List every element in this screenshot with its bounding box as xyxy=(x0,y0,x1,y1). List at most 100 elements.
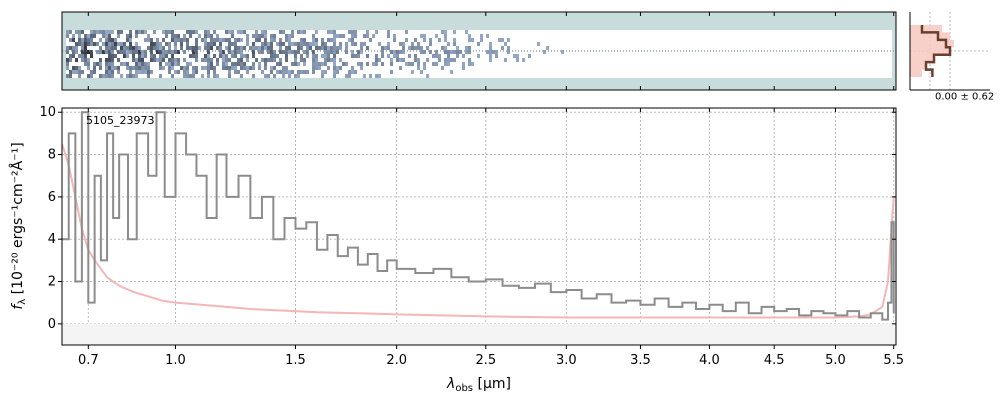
spectrum-2d-pixel xyxy=(105,70,108,74)
spectrum-2d-pixel xyxy=(111,54,114,58)
spectrum-2d-pixel xyxy=(354,30,357,34)
spectrum-2d-pixel xyxy=(183,66,186,70)
spectrum-2d-pixel xyxy=(90,30,93,34)
spectrum-2d-pixel xyxy=(234,38,237,42)
spectrum-2d-pixel xyxy=(300,54,303,58)
spectrum-2d-pixel xyxy=(339,34,342,38)
spectrum-2d-pixel xyxy=(75,70,78,74)
spectrum-2d-pixel xyxy=(99,74,102,78)
spectrum-2d-pixel xyxy=(210,58,213,62)
spectrum-2d-pixel xyxy=(438,58,441,62)
spectrum-2d-pixel xyxy=(165,34,168,38)
spectrum-2d-pixel xyxy=(129,34,132,38)
spectrum-2d-pixel xyxy=(171,50,174,54)
spectrum-2d-pixel xyxy=(270,58,273,62)
spectrum-2d-pixel xyxy=(279,30,282,34)
spectrum-2d-pixel xyxy=(156,58,159,62)
spectrum-2d-pixel xyxy=(213,54,216,58)
y-tick-label: 4 xyxy=(48,232,56,247)
spectrum-2d-pixel xyxy=(507,50,510,54)
spectrum-2d-pixel xyxy=(303,62,306,66)
spectrum-2d-pixel xyxy=(216,58,219,62)
spectrum-2d-pixel xyxy=(204,58,207,62)
spectrum-2d-pixel xyxy=(264,66,267,70)
spectrum-2d-pixel xyxy=(225,30,228,34)
spectrum-2d-pixel xyxy=(387,30,390,34)
spectrum-2d-pixel xyxy=(273,34,276,38)
spectrum-2d-pixel xyxy=(297,42,300,46)
spectrum-2d-pixel xyxy=(144,66,147,70)
spectrum-2d-pixel xyxy=(108,42,111,46)
y-tick-label: 6 xyxy=(48,190,56,205)
spectrum-2d-pixel xyxy=(195,70,198,74)
spectrum-2d-pixel xyxy=(105,42,108,46)
spectrum-2d-pixel xyxy=(255,34,258,38)
spectrum-2d-pixel xyxy=(210,66,213,70)
histogram-profile xyxy=(920,25,952,77)
spectrum-2d-pixel xyxy=(282,50,285,54)
spectrum-2d-pixel xyxy=(237,70,240,74)
spectrum-2d-pixel xyxy=(432,54,435,58)
spectrum-2d-pixel xyxy=(387,46,390,50)
spectrum-2d-pixel xyxy=(147,34,150,38)
spectrum-2d-pixel xyxy=(423,62,426,66)
spectrum-2d-pixel xyxy=(528,54,531,58)
spectrum-2d-pixel xyxy=(201,74,204,78)
spectrum-2d-pixel xyxy=(159,50,162,54)
spectrum-2d-pixel xyxy=(252,66,255,70)
spectrum-2d-pixel xyxy=(231,42,234,46)
spectrum-2d-pixel xyxy=(138,54,141,58)
spectrum-2d-pixel xyxy=(264,42,267,46)
spectrum-2d-pixel xyxy=(108,34,111,38)
spectrum-2d-pixel xyxy=(228,70,231,74)
spectrum-2d-pixel xyxy=(210,46,213,50)
spectrum-2d-pixel xyxy=(216,74,219,78)
spectrum-2d-pixel xyxy=(81,70,84,74)
spectrum-2d-pixel xyxy=(75,42,78,46)
spectrum-2d-pixel xyxy=(138,46,141,50)
spectrum-2d-pixel xyxy=(468,50,471,54)
spectrum-2d-pixel xyxy=(303,50,306,54)
spectrum-2d-pixel xyxy=(78,30,81,34)
spectrum-2d-pixel xyxy=(312,38,315,42)
spectrum-2d-pixel xyxy=(105,62,108,66)
spectrum-2d-pixel xyxy=(402,42,405,46)
spectrum-2d-pixel xyxy=(249,66,252,70)
spectrum-2d-pixel xyxy=(237,50,240,54)
x-tick-label: 3.0 xyxy=(556,353,577,368)
spectrum-2d-pixel xyxy=(456,54,459,58)
spectrum-2d-pixel xyxy=(444,38,447,42)
spectrum-2d-pixel xyxy=(306,54,309,58)
spectrum-2d-pixel xyxy=(225,62,228,66)
spectrum-2d-pixel xyxy=(513,54,516,58)
spectrum-2d-pixel xyxy=(162,30,165,34)
x-tick-label: 2.0 xyxy=(386,353,407,368)
spectrum-2d-pixel xyxy=(171,74,174,78)
spectrum-2d-pixel xyxy=(270,66,273,70)
spectrum-2d-pixel xyxy=(321,54,324,58)
spectrum-2d-pixel xyxy=(90,38,93,42)
spectrum-2d-pixel xyxy=(258,46,261,50)
spectrum-2d-pixel xyxy=(312,54,315,58)
spectrum-2d-pixel xyxy=(69,58,72,62)
spectrum-2d-pixel xyxy=(273,74,276,78)
spectrum-2d-pixel xyxy=(84,62,87,66)
spectrum-2d-pixel xyxy=(123,50,126,54)
spectrum-2d-pixel xyxy=(453,38,456,42)
spectrum-2d-pixel xyxy=(345,42,348,46)
spectrum-2d-pixel xyxy=(207,62,210,66)
spectrum-2d-pixel xyxy=(447,50,450,54)
spectrum-2d-pixel xyxy=(345,50,348,54)
spectrum-2d-pixel xyxy=(129,66,132,70)
spectrum-2d-pixel xyxy=(105,46,108,50)
spectrum-2d-pixel xyxy=(516,58,519,62)
spectrum-2d-pixel xyxy=(99,62,102,66)
spectrum-2d-pixel xyxy=(324,58,327,62)
spectrum-2d-pixel xyxy=(264,46,267,50)
spectrum-2d-pixel xyxy=(267,74,270,78)
spectrum-2d-pixel xyxy=(321,42,324,46)
spectrum-2d-pixel xyxy=(117,30,120,34)
spectrum-2d-pixel xyxy=(162,50,165,54)
spectrum-2d-pixel xyxy=(423,66,426,70)
spectrum-2d-pixel xyxy=(285,54,288,58)
